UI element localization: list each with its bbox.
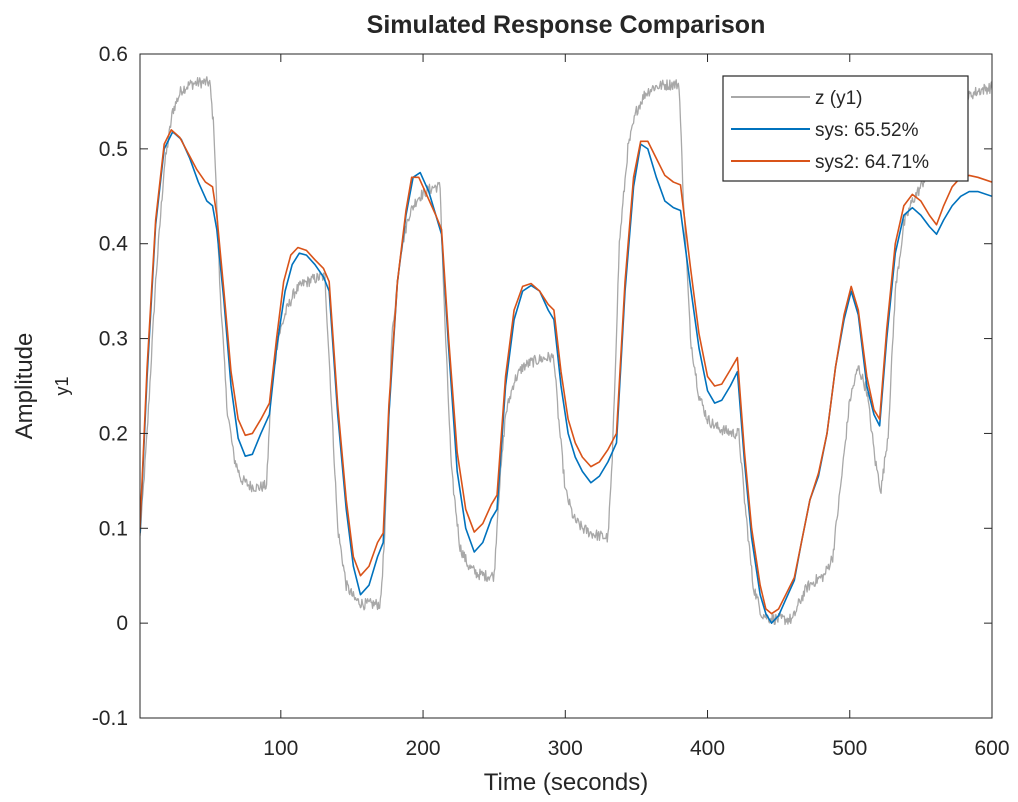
- legend-label-1: z (y1): [815, 88, 863, 109]
- y-tick-label: 0.5: [99, 138, 128, 161]
- y-tick-label: 0.3: [99, 328, 128, 351]
- x-axis-label: Time (seconds): [484, 769, 648, 796]
- x-tick-label: 200: [406, 737, 441, 760]
- y-tick-label: -0.1: [92, 707, 128, 730]
- legend-label-3: sys2: 64.71%: [815, 152, 929, 173]
- legend-items: z (y1) sys: 65.52% sys2: 64.71%: [731, 88, 929, 173]
- y-tick-label: 0.6: [99, 43, 128, 66]
- legend[interactable]: z (y1) sys: 65.52% sys2: 64.71%: [722, 75, 969, 182]
- legend-label-2: sys: 65.52%: [815, 120, 919, 141]
- y-tick-label: 0: [116, 612, 128, 635]
- x-tick-label: 600: [974, 737, 1009, 760]
- series-line-1: [140, 76, 992, 626]
- x-tick-label: 500: [832, 737, 867, 760]
- y-tick-label: 0.2: [99, 422, 128, 445]
- tick-labels-layer: 100 200 300 400 500 600 -0.1 0 0.1 0.2 0.3 0.4 0.5 0.…: [92, 43, 1010, 760]
- y-axis-label: Amplitude: [11, 333, 38, 440]
- y-tick-label: 0.1: [99, 517, 128, 540]
- ticks-layer: [140, 53, 993, 719]
- x-tick-label: 300: [548, 737, 583, 760]
- x-tick-label: 400: [690, 737, 725, 760]
- x-tick-label: 100: [263, 737, 298, 760]
- series-line-3: [140, 129, 992, 615]
- series-layer: [140, 76, 992, 626]
- y-tick-label: 0.4: [99, 233, 129, 256]
- y-axis-sublabel: y1: [52, 376, 72, 395]
- chart-title: Simulated Response Comparison: [367, 11, 766, 39]
- plot-frame: [139, 53, 993, 719]
